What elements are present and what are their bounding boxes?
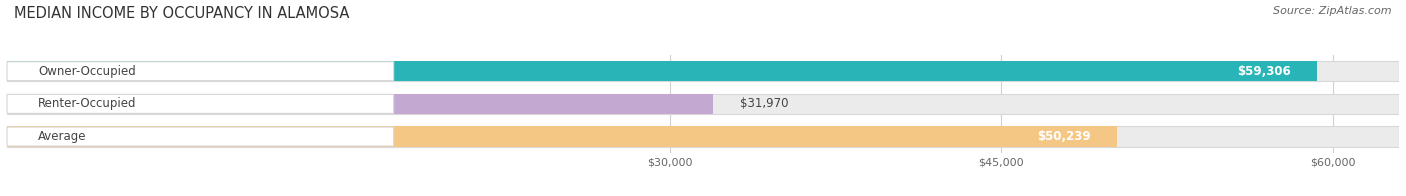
Text: $31,970: $31,970 [740,97,789,110]
Text: Average: Average [38,130,86,143]
Text: Owner-Occupied: Owner-Occupied [38,65,136,78]
FancyBboxPatch shape [7,94,394,113]
Bar [7,61,1317,81]
Bar [7,126,1116,147]
FancyBboxPatch shape [7,127,394,146]
Text: $59,306: $59,306 [1237,65,1291,78]
Text: Renter-Occupied: Renter-Occupied [38,97,136,110]
FancyBboxPatch shape [7,62,394,81]
Bar [7,126,1399,147]
Bar [7,94,713,114]
Text: Source: ZipAtlas.com: Source: ZipAtlas.com [1274,6,1392,16]
Text: MEDIAN INCOME BY OCCUPANCY IN ALAMOSA: MEDIAN INCOME BY OCCUPANCY IN ALAMOSA [14,6,350,21]
Bar [7,94,1399,114]
Bar [7,61,1399,81]
Text: $50,239: $50,239 [1036,130,1091,143]
